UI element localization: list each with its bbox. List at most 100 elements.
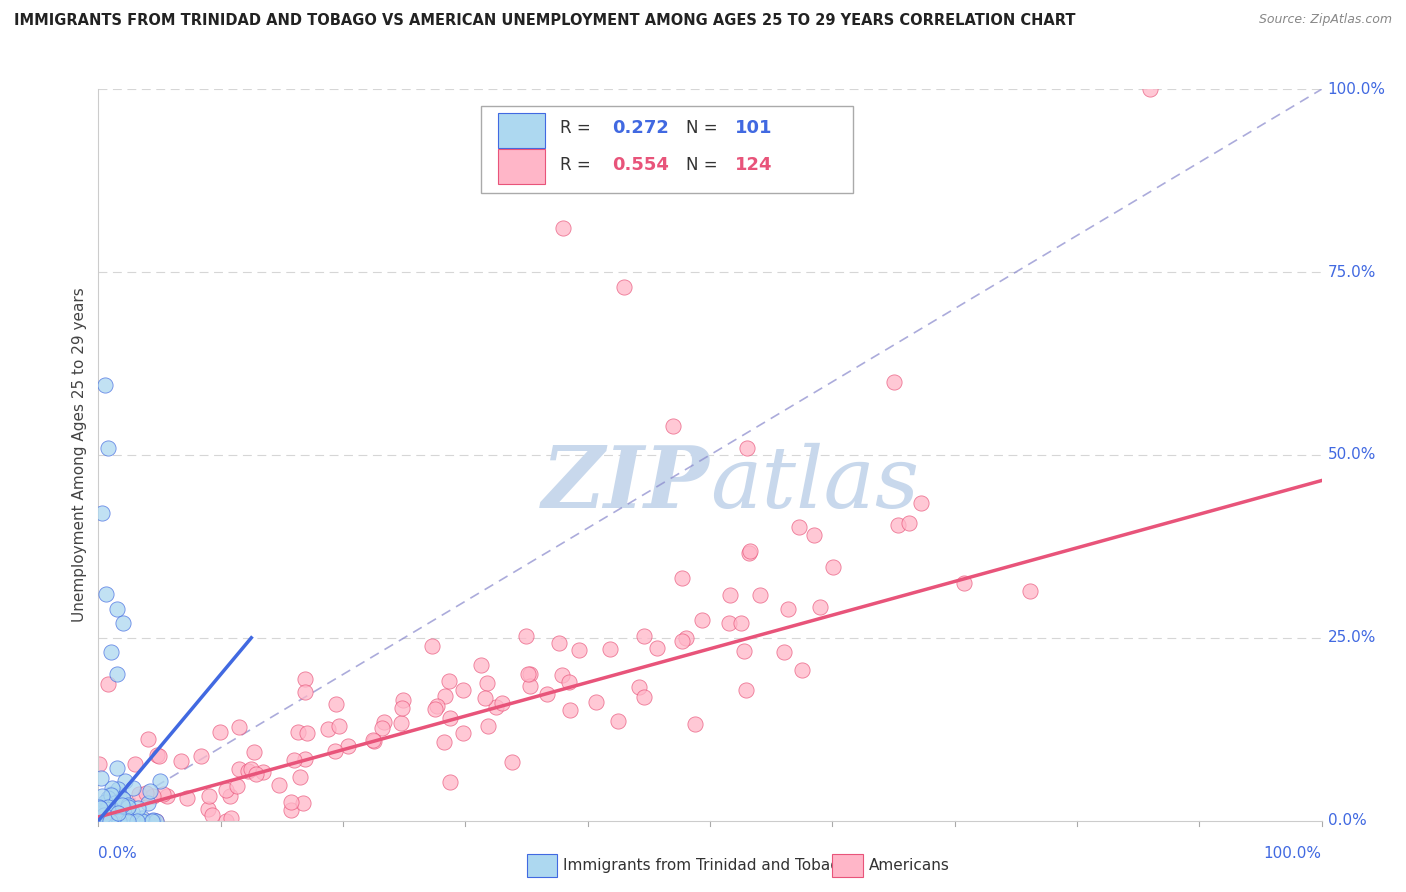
Text: 100.0%: 100.0% bbox=[1327, 82, 1386, 96]
Point bbox=[105, 601, 128, 615]
Point bbox=[280, 795, 302, 809]
Point bbox=[790, 663, 813, 677]
Point bbox=[131, 814, 153, 828]
Point bbox=[453, 725, 475, 739]
Point bbox=[94, 814, 117, 828]
Point bbox=[91, 814, 114, 828]
Point bbox=[91, 814, 114, 828]
Point bbox=[135, 814, 157, 828]
Point bbox=[114, 814, 136, 828]
Point bbox=[104, 810, 127, 824]
Point bbox=[91, 809, 114, 823]
Point bbox=[228, 762, 250, 776]
Point bbox=[98, 814, 121, 828]
Point bbox=[91, 507, 114, 521]
Point bbox=[89, 814, 111, 828]
Point bbox=[787, 520, 810, 534]
Point bbox=[110, 814, 132, 828]
Point bbox=[125, 814, 148, 828]
Point bbox=[803, 528, 825, 542]
Point bbox=[136, 732, 159, 747]
Point bbox=[599, 642, 621, 657]
Point bbox=[568, 642, 591, 657]
Point bbox=[717, 615, 740, 630]
Point bbox=[245, 767, 267, 781]
Point bbox=[371, 721, 394, 735]
Point bbox=[718, 588, 741, 602]
Point bbox=[515, 629, 537, 643]
Point bbox=[145, 814, 167, 828]
Point bbox=[558, 703, 581, 717]
Point bbox=[228, 720, 250, 734]
Point bbox=[738, 546, 761, 560]
Point bbox=[97, 814, 120, 828]
Point bbox=[156, 789, 179, 803]
Point bbox=[645, 641, 668, 656]
Point bbox=[112, 814, 135, 828]
Point bbox=[294, 752, 316, 766]
Point bbox=[738, 544, 761, 558]
Point bbox=[96, 797, 118, 811]
Point bbox=[141, 814, 163, 828]
Point bbox=[477, 719, 499, 733]
Point bbox=[103, 805, 125, 819]
Point bbox=[117, 798, 139, 813]
Point bbox=[420, 639, 443, 653]
Point bbox=[101, 814, 124, 828]
Point bbox=[117, 801, 139, 815]
Point bbox=[128, 787, 150, 801]
Text: 0.554: 0.554 bbox=[612, 155, 669, 174]
Point bbox=[776, 602, 799, 616]
Point bbox=[89, 799, 111, 814]
Point bbox=[519, 666, 541, 681]
Point bbox=[318, 722, 340, 736]
Point bbox=[170, 754, 193, 768]
Point bbox=[112, 800, 135, 814]
Point bbox=[91, 814, 114, 828]
Point bbox=[190, 748, 212, 763]
Point bbox=[553, 221, 575, 235]
Point bbox=[451, 683, 474, 698]
Text: 100.0%: 100.0% bbox=[1264, 847, 1322, 862]
Point bbox=[100, 787, 122, 801]
Point bbox=[107, 805, 129, 820]
Point bbox=[519, 679, 541, 693]
FancyBboxPatch shape bbox=[498, 149, 546, 185]
Point bbox=[114, 773, 136, 788]
Point bbox=[432, 734, 454, 748]
Text: 0.0%: 0.0% bbox=[1327, 814, 1367, 828]
Point bbox=[269, 778, 291, 792]
FancyBboxPatch shape bbox=[498, 112, 546, 148]
Point bbox=[426, 698, 449, 713]
Point bbox=[675, 631, 697, 645]
Point bbox=[94, 808, 117, 822]
Point bbox=[97, 814, 120, 828]
Point bbox=[124, 756, 146, 771]
Point bbox=[93, 378, 115, 392]
Point bbox=[107, 801, 129, 815]
Point bbox=[485, 699, 508, 714]
Point bbox=[110, 797, 132, 812]
Point bbox=[89, 801, 111, 815]
Point bbox=[558, 675, 581, 690]
Point bbox=[97, 791, 120, 805]
Point bbox=[389, 715, 412, 730]
Point bbox=[434, 689, 457, 703]
Point bbox=[135, 786, 157, 800]
Point bbox=[94, 587, 117, 601]
Point bbox=[425, 702, 447, 716]
Point bbox=[100, 814, 122, 828]
Point bbox=[115, 814, 138, 828]
Point bbox=[91, 813, 114, 827]
Text: atlas: atlas bbox=[710, 442, 920, 525]
Point bbox=[145, 814, 167, 828]
Point bbox=[97, 814, 120, 828]
Point bbox=[98, 814, 121, 828]
Point bbox=[98, 801, 121, 815]
Point bbox=[373, 715, 395, 730]
Point bbox=[437, 674, 460, 689]
Point bbox=[145, 747, 167, 762]
Point bbox=[107, 782, 129, 797]
Point bbox=[103, 814, 125, 828]
Point bbox=[910, 496, 932, 510]
